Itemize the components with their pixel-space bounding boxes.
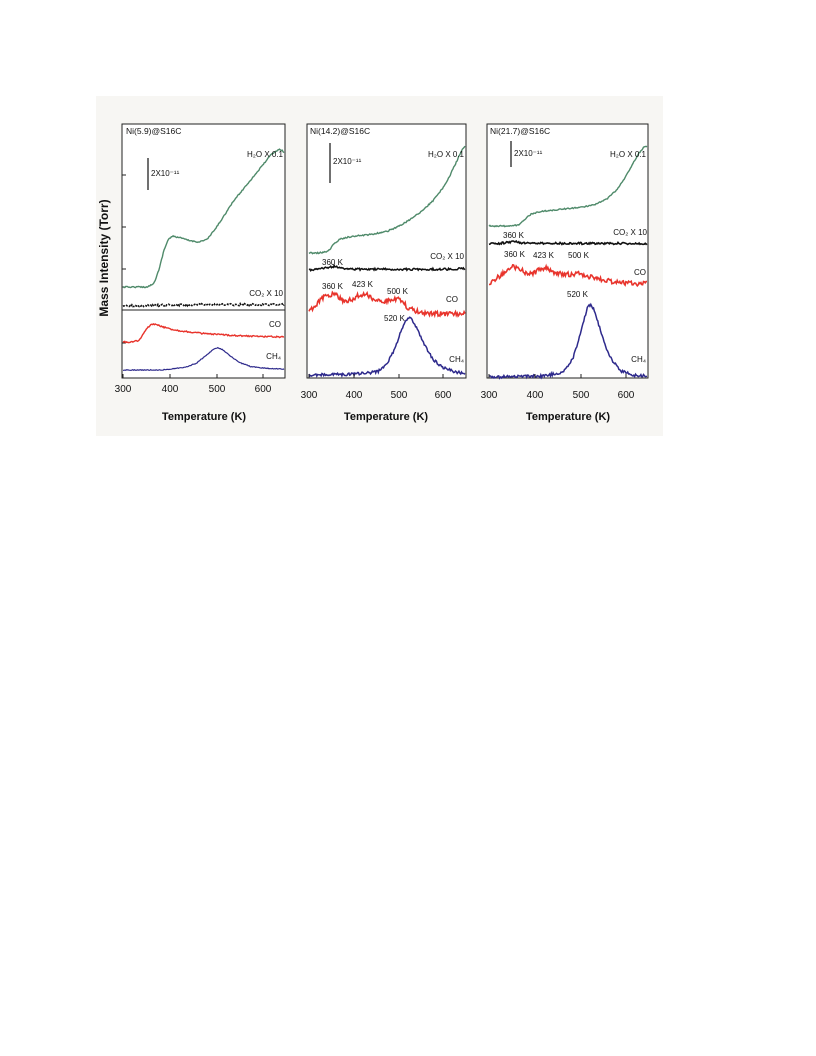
panel-1-xtick-label-500: 500 xyxy=(209,384,226,395)
panel-3-frame xyxy=(486,123,649,379)
panel-1-frame xyxy=(121,123,286,379)
panel-2-peak-co2-360: 360 K xyxy=(322,258,344,267)
panel-3-legend-co: CO xyxy=(634,268,646,277)
panel-1-legend-h2o: H₂O X 0.1 xyxy=(247,150,284,159)
panel-2-xtick-label-400: 400 xyxy=(346,390,363,401)
panel-2-title: Ni(14.2)@S16C xyxy=(310,126,370,136)
panel-1-scalebar-label: 2X10⁻¹¹ xyxy=(151,169,180,178)
panel-3-xtick-label-300: 300 xyxy=(481,390,498,401)
panel-3-xtick-label-600: 600 xyxy=(618,390,635,401)
panel-2-co2-line xyxy=(308,263,466,273)
panel-1-xtick-label-300: 300 xyxy=(115,384,132,395)
panel-3-ch4-line xyxy=(488,302,648,380)
y-axis-label: Mass Intensity (Torr) xyxy=(97,199,111,316)
panel-3-legend-ch4: CH₄ xyxy=(631,355,646,364)
panel-3-xtick-label-500: 500 xyxy=(573,390,590,401)
panel-1-title: Ni(5.9)@S16C xyxy=(126,126,181,136)
panel-1-legend-co: CO xyxy=(269,320,281,329)
panel-1-co-line xyxy=(122,322,285,344)
panel-2-legend-co: CO xyxy=(446,295,458,304)
panel-2-legend-h2o: H₂O X 0.1 xyxy=(428,150,465,159)
panel-3-xlabel: Temperature (K) xyxy=(526,411,610,423)
panel-2-legend-co2: CO₂ X 10 xyxy=(430,252,464,261)
panel-2-peak-co-360: 360 K xyxy=(322,282,344,291)
panel-3-xtick-label-400: 400 xyxy=(527,390,544,401)
panel-3-peak-ch4-520: 520 K xyxy=(567,290,589,299)
panel-1-ch4-line xyxy=(123,346,285,372)
panel-3-scalebar-label: 2X10⁻¹¹ xyxy=(514,149,543,158)
panel-1-xlabel: Temperature (K) xyxy=(162,411,246,423)
panel-2: Ni(14.2)@S16C 2X10⁻¹¹ H₂O X 0.1 CO₂ X 10… xyxy=(301,123,467,423)
panel-3-h2o-line xyxy=(488,145,648,228)
panel-1-h2o-line xyxy=(122,148,285,289)
panel-1-legend-ch4: CH₄ xyxy=(266,352,281,361)
panel-1-legend-co2: CO₂ X 10 xyxy=(249,289,283,298)
panel-2-scalebar-label: 2X10⁻¹¹ xyxy=(333,157,362,166)
panel-1-xtick-label-400: 400 xyxy=(162,384,179,395)
panel-2-peak-co-423: 423 K xyxy=(352,280,374,289)
panel-2-xtick-label-300: 300 xyxy=(301,390,318,401)
panel-1: Ni(5.9)@S16C 2X10⁻¹¹ H₂O X 0.1 CO₂ X 10 … xyxy=(115,123,286,423)
panel-3: Ni(21.7)@S16C 2X10⁻¹¹ H₂O X 0.1 CO₂ X 10… xyxy=(481,123,649,423)
panel-2-legend-ch4: CH₄ xyxy=(449,355,464,364)
panel-3-peak-co2-360: 360 K xyxy=(503,231,525,240)
panel-3-co2-line xyxy=(488,239,648,246)
panel-2-peak-ch4-520: 520 K xyxy=(384,314,406,323)
panel-3-title: Ni(21.7)@S16C xyxy=(490,126,550,136)
panel-2-ch4-line xyxy=(308,316,466,378)
panel-3-legend-h2o: H₂O X 0.1 xyxy=(610,150,647,159)
panel-2-frame xyxy=(306,123,467,379)
panel-3-peak-co-423: 423 K xyxy=(533,251,555,260)
panel-2-peak-co-500: 500 K xyxy=(387,287,409,296)
panel-3-peak-co-500: 500 K xyxy=(568,251,590,260)
panel-2-co-line xyxy=(308,290,466,319)
panel-2-xtick-label-600: 600 xyxy=(435,390,452,401)
panel-1-xtick-label-600: 600 xyxy=(255,384,272,395)
panel-3-peak-co-360: 360 K xyxy=(504,250,526,259)
panel-2-h2o-line xyxy=(308,145,466,255)
panel-2-xtick-label-500: 500 xyxy=(391,390,408,401)
panel-3-legend-co2: CO₂ X 10 xyxy=(613,228,647,237)
panel-2-xlabel: Temperature (K) xyxy=(344,411,428,423)
panel-3-co-line xyxy=(489,263,647,288)
